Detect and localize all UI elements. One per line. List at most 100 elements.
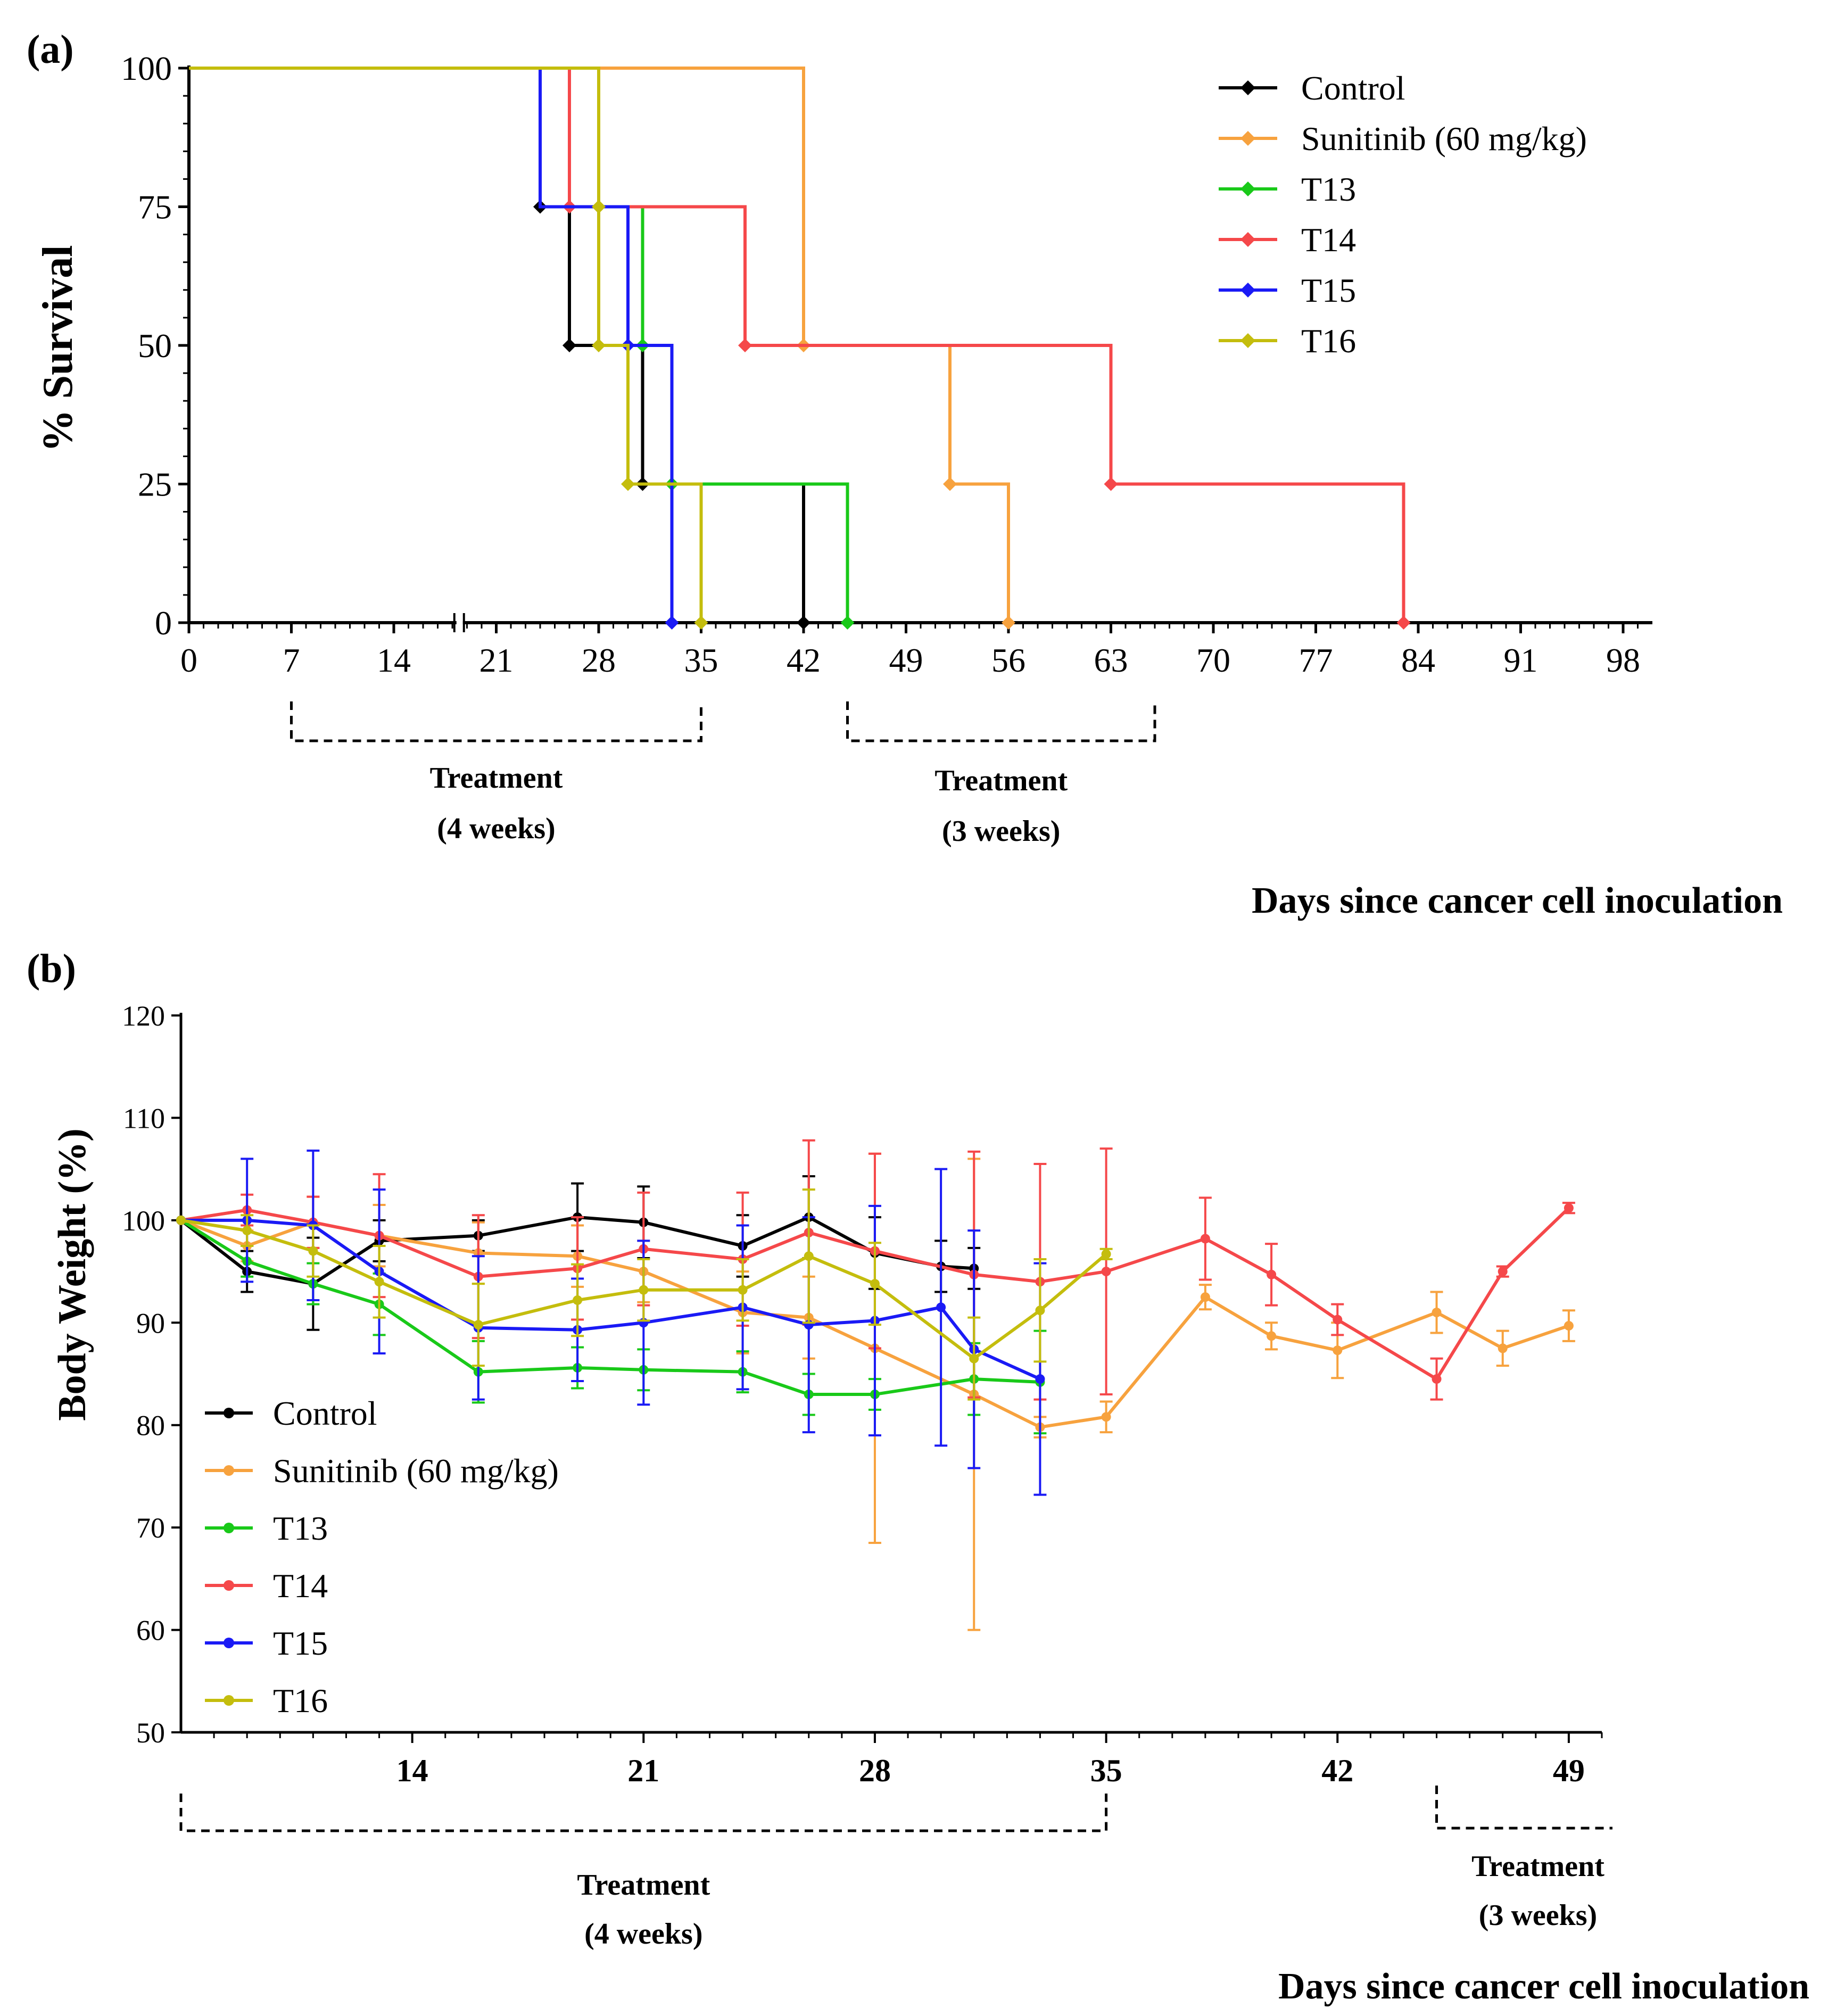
a-point-t14 [738, 338, 752, 352]
b-legend-marker-t13 [224, 1523, 234, 1533]
a-y-tick-label: 25 [138, 466, 172, 503]
a-point-t14 [1396, 616, 1411, 630]
b-point-t15 [1035, 1374, 1045, 1384]
a-treatment-label: Treatment [934, 764, 1068, 797]
a-point-t16 [621, 477, 635, 491]
b-point-sunitinib-60-mg-kg [1101, 1412, 1111, 1422]
b-legend-item-control: Control [205, 1394, 377, 1432]
a-x-tick-label: 63 [1094, 641, 1128, 679]
panel-b-body-weight-chart: (b) Body Weight (%) 5060708090100110120 … [27, 946, 1809, 2007]
b-legend-item-t14: T14 [205, 1567, 328, 1605]
panel-a-y-axis-label: % Survival [35, 245, 81, 452]
a-point-t13 [840, 616, 855, 630]
b-legend-label-t15: T15 [273, 1624, 328, 1662]
a-point-t16 [592, 200, 606, 214]
a-point-control [797, 616, 810, 630]
b-legend-marker-t14 [224, 1580, 234, 1591]
panel-a-series [189, 67, 1411, 630]
b-point-t16 [308, 1246, 318, 1256]
a-step-line-t16 [189, 67, 703, 623]
b-point-sunitinib-60-mg-kg [1200, 1292, 1210, 1302]
b-legend-label-t13: T13 [273, 1509, 328, 1547]
b-point-t16 [870, 1279, 880, 1289]
a-treatment-duration: (4 weeks) [437, 812, 555, 845]
a-point-t16 [694, 616, 708, 630]
a-point-t14 [1104, 477, 1118, 491]
panel-a-y-ticks: 0 25 50 75 100 [121, 49, 189, 642]
b-treatment-label: Treatment [577, 1869, 710, 1902]
b-x-tick-label: 28 [859, 1753, 891, 1788]
a-x-axis-break [456, 616, 463, 629]
b-point-sunitinib-60-mg-kg [1564, 1321, 1574, 1331]
a-legend-item-t14: T14 [1219, 221, 1356, 259]
a-treatment-bracket-1: Treatment (4 weeks) [290, 701, 702, 845]
b-point-t14 [1267, 1269, 1277, 1279]
b-y-tick-label: 50 [136, 1717, 165, 1749]
b-point-t14 [1498, 1267, 1508, 1277]
a-x-tick-label: 28 [582, 641, 616, 679]
a-x-tick-label: 98 [1606, 641, 1640, 679]
a-x-tick-label: 91 [1504, 641, 1538, 679]
b-point-t14 [1200, 1234, 1210, 1244]
a-x-tick-label: 21 [479, 641, 514, 679]
b-treatment-duration: (4 weeks) [584, 1918, 702, 1951]
a-x-tick-label: 14 [377, 641, 411, 679]
a-x-tick-label: 56 [991, 641, 1025, 679]
b-point-t16 [242, 1226, 252, 1236]
b-point-t16 [639, 1285, 649, 1295]
panel-b-legend: Control Sunitinib (60 mg/kg) T13 T14 T15 T16 [205, 1394, 559, 1720]
a-treatment-bracket-line [290, 701, 702, 742]
b-treatment-bracket-1: Treatment (4 weeks) [179, 1794, 1108, 1951]
a-legend-label-t13: T13 [1301, 170, 1356, 208]
b-point-t16 [804, 1251, 814, 1261]
panel-b-treatment-brackets: Treatment (4 weeks) Treatment (3 weeks) [179, 1786, 1612, 1951]
a-legend-marker-t15 [1240, 283, 1255, 298]
b-y-tick-label: 110 [123, 1102, 165, 1134]
a-point-sunitinib-60-mg-kg [943, 477, 957, 491]
b-point-sunitinib-60-mg-kg [1333, 1345, 1343, 1356]
panel-a-label: (a) [27, 27, 74, 72]
b-point-t16 [176, 1215, 186, 1225]
b-treatment-label: Treatment [1471, 1850, 1604, 1883]
b-point-t16 [573, 1295, 583, 1305]
panel-b-label: (b) [27, 946, 76, 991]
a-legend-label-t15: T15 [1301, 271, 1356, 309]
b-legend-item-t16: T16 [205, 1682, 328, 1720]
b-legend-item-sunitinib-60-mg-kg: Sunitinib (60 mg/kg) [205, 1452, 559, 1490]
a-legend-label-t14: T14 [1301, 221, 1356, 259]
panel-a-x-ticks: 0 7 14 21 28 35 42 49 56 63 70 77 84 91 98 [180, 623, 1640, 679]
a-x-tick-label: 7 [283, 641, 300, 679]
b-line-t13 [180, 1219, 1040, 1396]
b-legend-marker-t15 [224, 1638, 234, 1648]
a-point-sunitinib-60-mg-kg [1002, 616, 1015, 630]
a-x-tick-label: 70 [1196, 641, 1230, 679]
panel-a-survival-chart: (a) % Survival 0 25 50 75 100 0 7 14 21 28 35 42 49… [27, 27, 1783, 921]
panel-a-x-axis-label: Days since cancer cell inoculation [1252, 880, 1783, 921]
a-legend-marker-sunitinib-60-mg-kg [1240, 131, 1255, 146]
b-legend-item-t13: T13 [205, 1509, 328, 1547]
a-x-tick-label: 35 [684, 641, 718, 679]
panel-a-treatment-brackets: Treatment (4 weeks) Treatment (3 weeks) [290, 701, 1156, 848]
b-point-t16 [969, 1353, 979, 1364]
b-line-control [180, 1216, 974, 1286]
b-treatment-bracket-line [179, 1794, 1108, 1832]
panel-b-y-ticks: 50 60 70 80 90 100 110 120 [122, 1000, 181, 1749]
a-legend-marker-t13 [1240, 181, 1255, 196]
panel-b-x-axis-label: Days since cancer cell inoculation [1278, 1966, 1809, 2007]
b-point-t14 [1333, 1315, 1343, 1325]
a-y-tick-label: 50 [138, 327, 172, 365]
a-legend-marker-t14 [1240, 232, 1255, 247]
b-point-sunitinib-60-mg-kg [1267, 1331, 1277, 1341]
b-legend-marker-t16 [224, 1695, 234, 1706]
b-y-tick-label: 120 [122, 1000, 165, 1032]
panel-b-series [176, 1139, 1575, 1631]
a-x-tick-label: 0 [180, 641, 197, 679]
b-y-tick-label: 70 [136, 1512, 165, 1544]
b-point-t14 [1101, 1267, 1111, 1277]
b-point-t14 [1432, 1374, 1442, 1384]
b-legend-label-t14: T14 [273, 1567, 328, 1605]
b-treatment-duration: (3 weeks) [1479, 1899, 1597, 1932]
a-y-tick-label: 100 [121, 49, 172, 87]
